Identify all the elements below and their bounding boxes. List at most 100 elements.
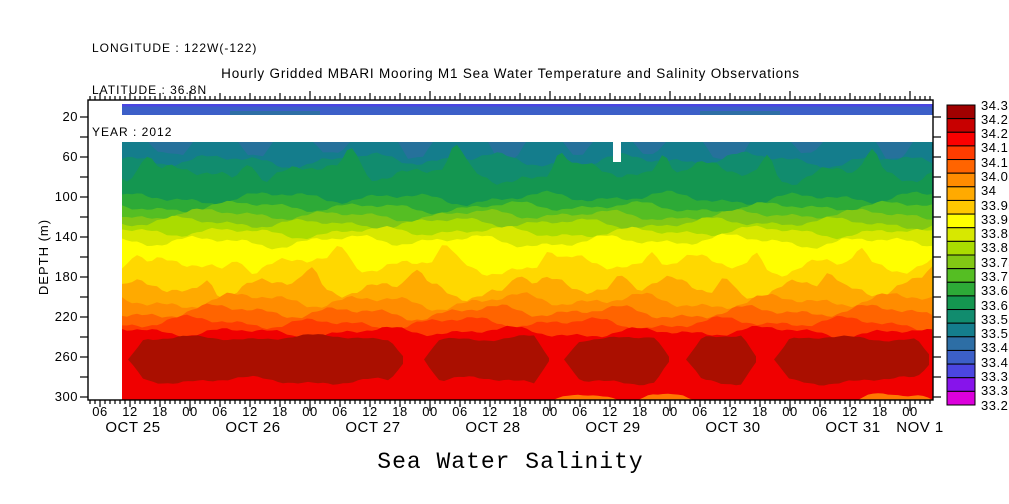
- colorbar: [946, 104, 976, 406]
- year-label: YEAR : 2012: [92, 125, 173, 139]
- colorbar-label: 33.6: [981, 297, 1009, 313]
- field-top-patch: [148, 142, 193, 156]
- x-date-label: OCT 25: [105, 419, 161, 436]
- x-hour-label: 06: [572, 404, 588, 419]
- x-hour-label: 18: [272, 404, 288, 419]
- colorbar-box-33.85: [946, 227, 976, 242]
- colorbar-box-33.75: [946, 254, 976, 270]
- data-gap-notch: [613, 139, 621, 162]
- colorbar-box-33.7: [946, 268, 976, 283]
- colorbar-label: 33.9: [981, 211, 1009, 227]
- colorbar-label: 33.3: [981, 383, 1009, 399]
- field-deep-core-34_3: [424, 335, 549, 384]
- x-hour-label: 06: [92, 404, 108, 419]
- field-top-patch: [398, 142, 433, 159]
- field-top-patch: [876, 142, 913, 159]
- colorbar-box-34: [946, 186, 976, 201]
- colorbar-label: 34.25: [981, 111, 1009, 127]
- field-bottom-patch: [858, 393, 933, 400]
- x-date-label: OCT 27: [345, 419, 401, 436]
- x-hour-label: 18: [632, 404, 648, 419]
- colorbar-box-34.3: [946, 104, 976, 120]
- x-hour-label: 00: [902, 404, 918, 419]
- colorbar-box-34.05: [946, 172, 976, 188]
- surface-band-stripe: [122, 104, 933, 107]
- chart-title: Hourly Gridded MBARI Mooring M1 Sea Wate…: [221, 66, 800, 81]
- field-deep-core-34_3: [774, 335, 929, 386]
- colorbar-box-33.45: [946, 336, 976, 351]
- colorbar-label: 34.1: [981, 154, 1009, 170]
- colorbar-label: 34.05: [981, 168, 1009, 184]
- colorbar-box-34.1: [946, 159, 976, 174]
- colorbar-label: 33.4: [981, 354, 1009, 370]
- x-hour-label: 00: [302, 404, 318, 419]
- y-axis-label: DEPTH (m): [36, 218, 51, 296]
- surface-band: [122, 106, 933, 115]
- colorbar-box-33.55: [946, 309, 976, 324]
- x-hour-label: 18: [512, 404, 528, 419]
- x-hour-label: 06: [212, 404, 228, 419]
- colorbar-label: 33.65: [981, 283, 1009, 299]
- x-hour-label: 06: [332, 404, 348, 419]
- x-hour-label: 00: [662, 404, 678, 419]
- y-tick-label: 300: [54, 389, 78, 404]
- colorbar-box-33.3: [946, 377, 976, 392]
- field-deep-core-34_3: [564, 336, 669, 386]
- field-top-patch: [563, 142, 593, 155]
- colorbar-box-34.15: [946, 145, 976, 161]
- colorbar-label: 33.95: [981, 197, 1009, 213]
- colorbar-label: 33.85: [981, 226, 1009, 242]
- x-hour-label: 18: [152, 404, 168, 419]
- x-hour-label: 12: [122, 404, 138, 419]
- colorbar-box-33.35: [946, 363, 976, 379]
- field-top-patch: [791, 142, 823, 154]
- x-hour-label: 06: [692, 404, 708, 419]
- plot-frame: [87, 99, 934, 401]
- x-hour-label: 18: [872, 404, 888, 419]
- colorbar-box-33.9: [946, 213, 976, 229]
- colorbar-box-33.65: [946, 281, 976, 297]
- colorbar-label: 34.3: [981, 97, 1009, 113]
- longitude-label: LONGITUDE : 122W(-122): [92, 41, 258, 55]
- colorbar-box-33.5: [946, 322, 976, 338]
- latitude-label: LATITUDE : 36.8N: [92, 83, 208, 97]
- x-hour-label: 12: [362, 404, 378, 419]
- x-hour-label: 00: [422, 404, 438, 419]
- colorbar-label: 33.55: [981, 311, 1009, 327]
- x-date-label: OCT 29: [585, 419, 641, 436]
- x-hour-label: 06: [452, 404, 468, 419]
- metadata-block: LONGITUDE : 122W(-122) LATITUDE : 36.8N …: [92, 13, 257, 167]
- field-deep-core-34_3: [128, 334, 403, 385]
- y-tick-label: 260: [54, 349, 78, 364]
- x-hour-label: 00: [782, 404, 798, 419]
- y-tick-label: 60: [62, 149, 78, 164]
- colorbar-box-33.4: [946, 349, 976, 365]
- field-top-patch: [313, 142, 350, 153]
- x-hour-label: 12: [722, 404, 738, 419]
- colorbar-label: 33.35: [981, 368, 1009, 384]
- x-hour-label: 12: [602, 404, 618, 419]
- chart-footer-label: Sea Water Salinity: [377, 449, 644, 475]
- x-hour-label: 12: [482, 404, 498, 419]
- x-hour-label: 06: [812, 404, 828, 419]
- y-tick-label: 100: [54, 189, 78, 204]
- y-tick-label: 220: [54, 309, 78, 324]
- field-deep-core-34_3: [686, 335, 756, 386]
- colorbar-label: 33.25: [981, 397, 1009, 413]
- surface-band-dark-segment: [230, 111, 320, 115]
- x-hour-label: 18: [392, 404, 408, 419]
- colorbar-label: 34: [981, 183, 997, 199]
- x-hour-label: 00: [182, 404, 198, 419]
- surface-band-dark-segment: [700, 111, 780, 115]
- x-date-label: NOV 1: [896, 419, 944, 436]
- colorbar-box-33.25: [946, 390, 976, 406]
- colorbar-box-33.95: [946, 199, 976, 215]
- colorbar-label: 33.45: [981, 340, 1009, 356]
- colorbar-label: 34.15: [981, 140, 1009, 156]
- colorbar-box-34.25: [946, 118, 976, 133]
- field-bottom-patch: [638, 393, 693, 400]
- colorbar-label: 33.5: [981, 326, 1009, 342]
- x-date-label: OCT 26: [225, 419, 281, 436]
- x-hour-label: 00: [542, 404, 558, 419]
- x-hour-label: 12: [842, 404, 858, 419]
